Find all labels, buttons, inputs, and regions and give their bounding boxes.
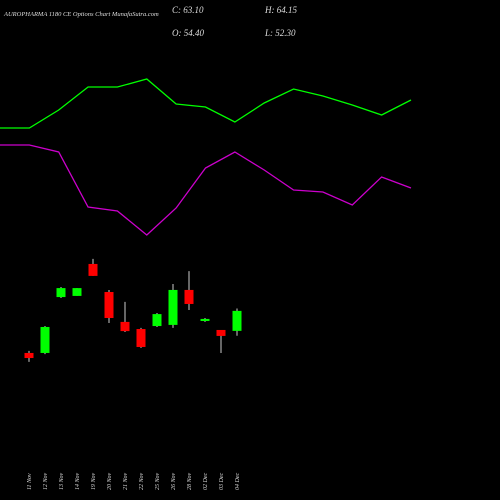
x-tick-label: 22 Nov — [139, 472, 145, 490]
candle-body — [24, 352, 34, 359]
x-tick-label: 13 Nov — [59, 472, 65, 490]
x-tick-label: 11 Nov — [27, 473, 33, 490]
candle-body — [88, 263, 98, 276]
chart-title: AUROPHARMA 1180 CE Options Chart MunafaS… — [3, 11, 159, 18]
candle-body — [184, 289, 194, 304]
x-tick-label: 03 Dec — [219, 473, 225, 490]
close-info: C: 63.10 — [172, 5, 204, 15]
indicator-line — [0, 78, 412, 129]
x-tick-label: 20 Nov — [107, 472, 113, 490]
indicator-line — [0, 144, 412, 236]
x-tick-label: 21 Nov — [123, 472, 129, 490]
candle-body — [120, 321, 130, 332]
candle-body — [152, 314, 162, 327]
candle-body — [168, 289, 178, 325]
x-tick-label: 12 Nov — [43, 472, 49, 490]
x-tick-label: 26 Nov — [171, 472, 177, 490]
low-info: L: 52.30 — [264, 28, 296, 38]
x-tick-label: 14 Nov — [74, 472, 81, 490]
x-tick-label: 19 Nov — [91, 472, 97, 490]
candle-body — [56, 288, 66, 298]
candle-body — [216, 329, 226, 336]
candle-body — [200, 318, 210, 321]
candle-body — [40, 326, 50, 353]
candle-body — [72, 288, 82, 296]
x-tick-label: 04 Dec — [234, 473, 241, 490]
x-tick-label: 25 Nov — [155, 472, 161, 490]
candle-body — [136, 329, 146, 347]
high-info: H: 64.15 — [264, 5, 297, 15]
candle-body — [104, 292, 114, 318]
x-tick-label: 28 Nov — [187, 472, 193, 490]
x-tick-label: 02 Dec — [203, 473, 209, 490]
candle-body — [232, 310, 242, 331]
open-info: O: 54.40 — [172, 28, 204, 38]
